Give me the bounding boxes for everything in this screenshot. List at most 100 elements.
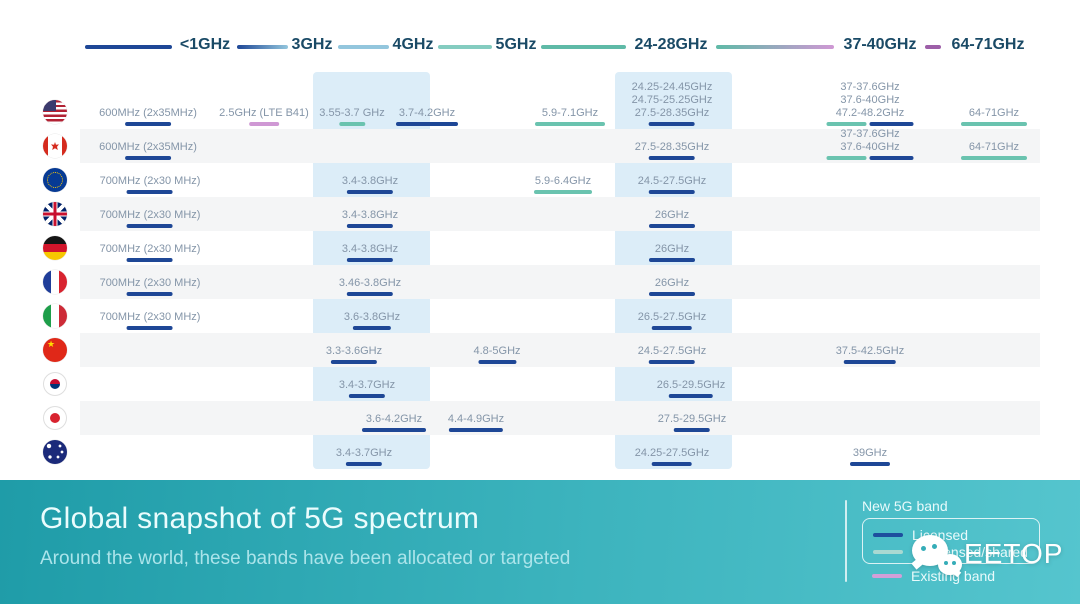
licensed-mark	[649, 292, 695, 296]
band-axis-line	[716, 45, 834, 49]
band-label: 64-71GHz	[968, 141, 1020, 153]
licensed-mark	[649, 224, 695, 228]
unlicensed-mark	[534, 190, 592, 194]
licensed-mark	[651, 326, 692, 330]
licensed-mark	[126, 292, 173, 296]
band-cell: 37.5-42.5GHz	[836, 345, 904, 364]
flag-ca-icon	[43, 134, 67, 158]
band-cell: 5.9-7.1GHz	[535, 107, 605, 126]
band-cell: 3.6-3.8GHz	[344, 311, 400, 330]
band-cell: 600MHz (2x35MHz)	[99, 107, 197, 126]
country-row-au: 3.4-3.7GHz 24.25-27.5GHz 39GHz	[0, 435, 1080, 469]
band-label: 47.2-48.2GHz	[835, 107, 905, 119]
band-label: 600MHz (2x35MHz)	[99, 107, 197, 119]
band-label: 64-71GHz	[968, 107, 1020, 119]
band-cell: 3.4-3.8GHz	[342, 209, 398, 228]
band-cell: 26GHz	[649, 277, 695, 296]
band-cell: 3.4-3.7GHz	[336, 447, 392, 466]
footer-banner: Global snapshot of 5G spectrum Around th…	[0, 480, 1080, 604]
band-label: 24.25-24.45GHz	[631, 81, 713, 93]
licensed-mark	[362, 428, 426, 432]
licensed-mark	[353, 326, 391, 330]
band-axis-line	[85, 45, 172, 49]
band-label: 27.5-29.5GHz	[657, 413, 727, 425]
band-label: 3.55-3.7 GHz	[319, 107, 385, 119]
country-row-jp: 3.6-4.2GHz 4.4-4.9GHz 27.5-29.5GHz	[0, 401, 1080, 435]
flag-eu-icon	[43, 168, 67, 192]
band-cell: 26GHz	[649, 243, 695, 262]
band-cell: 64-71GHz	[961, 107, 1027, 126]
band-axis-line	[541, 45, 626, 49]
watermark: EETOP	[900, 530, 1065, 590]
band-cell: 64-71GHz	[961, 141, 1027, 160]
band-cell: 700MHz (2x30 MHz)	[99, 243, 201, 262]
licensed-mark	[649, 258, 695, 262]
licensed-mark	[651, 462, 692, 466]
flag-fr-icon	[43, 270, 67, 294]
licensed-mark	[346, 462, 382, 466]
band-label: 24.5-27.5GHz	[637, 345, 707, 357]
licensed-mark	[347, 190, 393, 194]
band-label: 4.4-4.9GHz	[447, 413, 505, 425]
licensed-mark	[648, 360, 695, 364]
band-cell: 3.3-3.6GHz	[326, 345, 382, 364]
flag-au-icon	[43, 440, 67, 464]
band-cell: 3.46-3.8GHz	[339, 277, 401, 296]
country-row-us: 600MHz (2x35MHz) 2.5GHz (LTE B41) 3.55-3.7…	[0, 72, 1080, 129]
band-cell: 3.4-3.7GHz	[339, 379, 395, 398]
band-label: 27.5-28.35GHz	[634, 141, 710, 153]
band-cell: 24.5-27.5GHz	[638, 175, 706, 194]
band-axis-label: 64-71GHz	[951, 36, 1025, 53]
band-axis-label: 3GHz	[291, 36, 333, 53]
unlicensed-mark	[338, 122, 365, 126]
page-title: Global snapshot of 5G spectrum	[40, 502, 480, 535]
licensed-mark	[649, 122, 695, 126]
unlicensed-mark	[961, 156, 1027, 160]
band-label: 3.4-3.7GHz	[338, 379, 396, 391]
band-cell: 37-37.6GHz 37.6-40GHz 47.2-48.2GHz	[826, 81, 914, 126]
band-label: 26GHz	[654, 277, 690, 289]
flag-de-icon	[43, 236, 67, 260]
band-cell: 26GHz	[649, 209, 695, 228]
licensed-mark	[125, 156, 171, 160]
band-label: 26GHz	[654, 209, 690, 221]
band-cell: 24.5-27.5GHz	[638, 345, 706, 364]
flag-us-icon	[43, 100, 67, 124]
band-cell: 27.5-28.35GHz	[634, 141, 710, 160]
country-row-cn: 3.3-3.6GHz 4.8-5GHz 24.5-27.5GHz 37.5-42.5G…	[0, 333, 1080, 367]
band-cell: 3.55-3.7 GHz	[319, 107, 385, 126]
band-cell: 700MHz (2x30 MHz)	[99, 311, 201, 330]
legend-item-label: Existing band	[911, 568, 996, 584]
band-label: 700MHz (2x30 MHz)	[99, 175, 201, 187]
wechat-icon	[912, 535, 948, 566]
band-label: 700MHz (2x30 MHz)	[99, 311, 201, 323]
legend-item-existing: Existing band	[872, 568, 995, 584]
band-cell: 26.5-27.5GHz	[638, 311, 706, 330]
row-stripe	[80, 197, 1040, 231]
band-label: 39GHz	[852, 447, 888, 459]
country-row-kr: 3.4-3.7GHz 26.5-29.5GHz	[0, 367, 1080, 401]
band-label: 37-37.6GHz	[840, 128, 900, 140]
licensed-mark	[125, 122, 171, 126]
licensed-mark	[648, 190, 695, 194]
watermark-text: EETOP	[964, 538, 1064, 569]
band-label: 3.6-3.8GHz	[343, 311, 401, 323]
band-axis-label: 4GHz	[392, 36, 434, 53]
licensed-mark	[126, 326, 173, 330]
band-label: 37-37.6GHz	[840, 81, 900, 93]
unlicensed-mark	[961, 122, 1027, 126]
licensed-mark	[449, 428, 503, 432]
band-label: 3.4-3.7GHz	[335, 447, 393, 459]
band-cell: 700MHz (2x30 MHz)	[100, 277, 200, 296]
band-axis-label: 24-28GHz	[634, 36, 708, 53]
band-cell: 3.4-3.8GHz	[342, 175, 398, 194]
licensed-mark	[843, 360, 896, 364]
band-label: 700MHz (2x30 MHz)	[99, 243, 201, 255]
country-row-eu: 700MHz (2x30 MHz) 3.4-3.8GHz 5.9-6.4GHz 24.…	[0, 163, 1080, 197]
licensed-mark	[668, 394, 713, 398]
band-axis-line	[237, 45, 288, 49]
flag-it-icon	[43, 304, 67, 328]
band-cell: 26.5-29.5GHz	[657, 379, 725, 398]
licensed-mark	[347, 258, 393, 262]
